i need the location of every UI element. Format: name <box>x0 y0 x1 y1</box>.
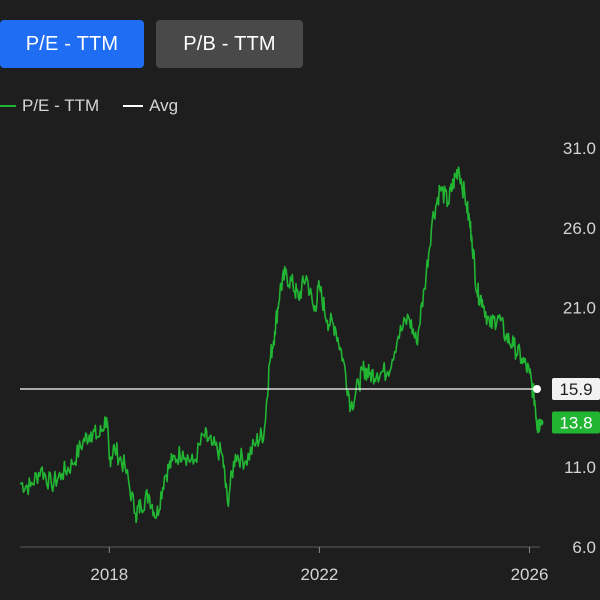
tab-pe-ttm[interactable]: P/E - TTM <box>0 20 144 68</box>
x-tick-label: 2018 <box>90 565 128 584</box>
y-tick-label: 6.0 <box>572 538 596 557</box>
y-tick-label: 26.0 <box>563 219 596 238</box>
x-tick-label: 2022 <box>300 565 338 584</box>
legend-swatch-avg <box>123 105 144 107</box>
metric-tabs: P/E - TTM P/B - TTM <box>0 20 303 68</box>
y-tick-label: 11.0 <box>564 458 596 477</box>
legend-swatch-pe <box>0 105 16 107</box>
avg-value-badge <box>552 377 600 400</box>
chart-legend: P/E - TTM Avg <box>0 94 178 118</box>
avg-value-label: 15.9 <box>559 380 592 399</box>
current-value-label: 13.8 <box>559 414 592 433</box>
y-tick-label: 31.0 <box>563 139 596 158</box>
x-tick-label: 2026 <box>511 565 549 584</box>
avg-endpoint-dot <box>533 384 541 393</box>
current-value-dot <box>536 419 544 427</box>
legend-label-pe: P/E - TTM <box>22 96 100 115</box>
current-value-badge <box>552 411 600 434</box>
legend-item-avg: Avg <box>123 96 178 116</box>
tab-pb-ttm[interactable]: P/B - TTM <box>156 20 303 68</box>
pe-series-line <box>19 166 541 524</box>
legend-item-pe: P/E - TTM <box>0 96 99 116</box>
legend-label-avg: Avg <box>149 96 179 115</box>
y-tick-label: 21.0 <box>563 299 596 318</box>
